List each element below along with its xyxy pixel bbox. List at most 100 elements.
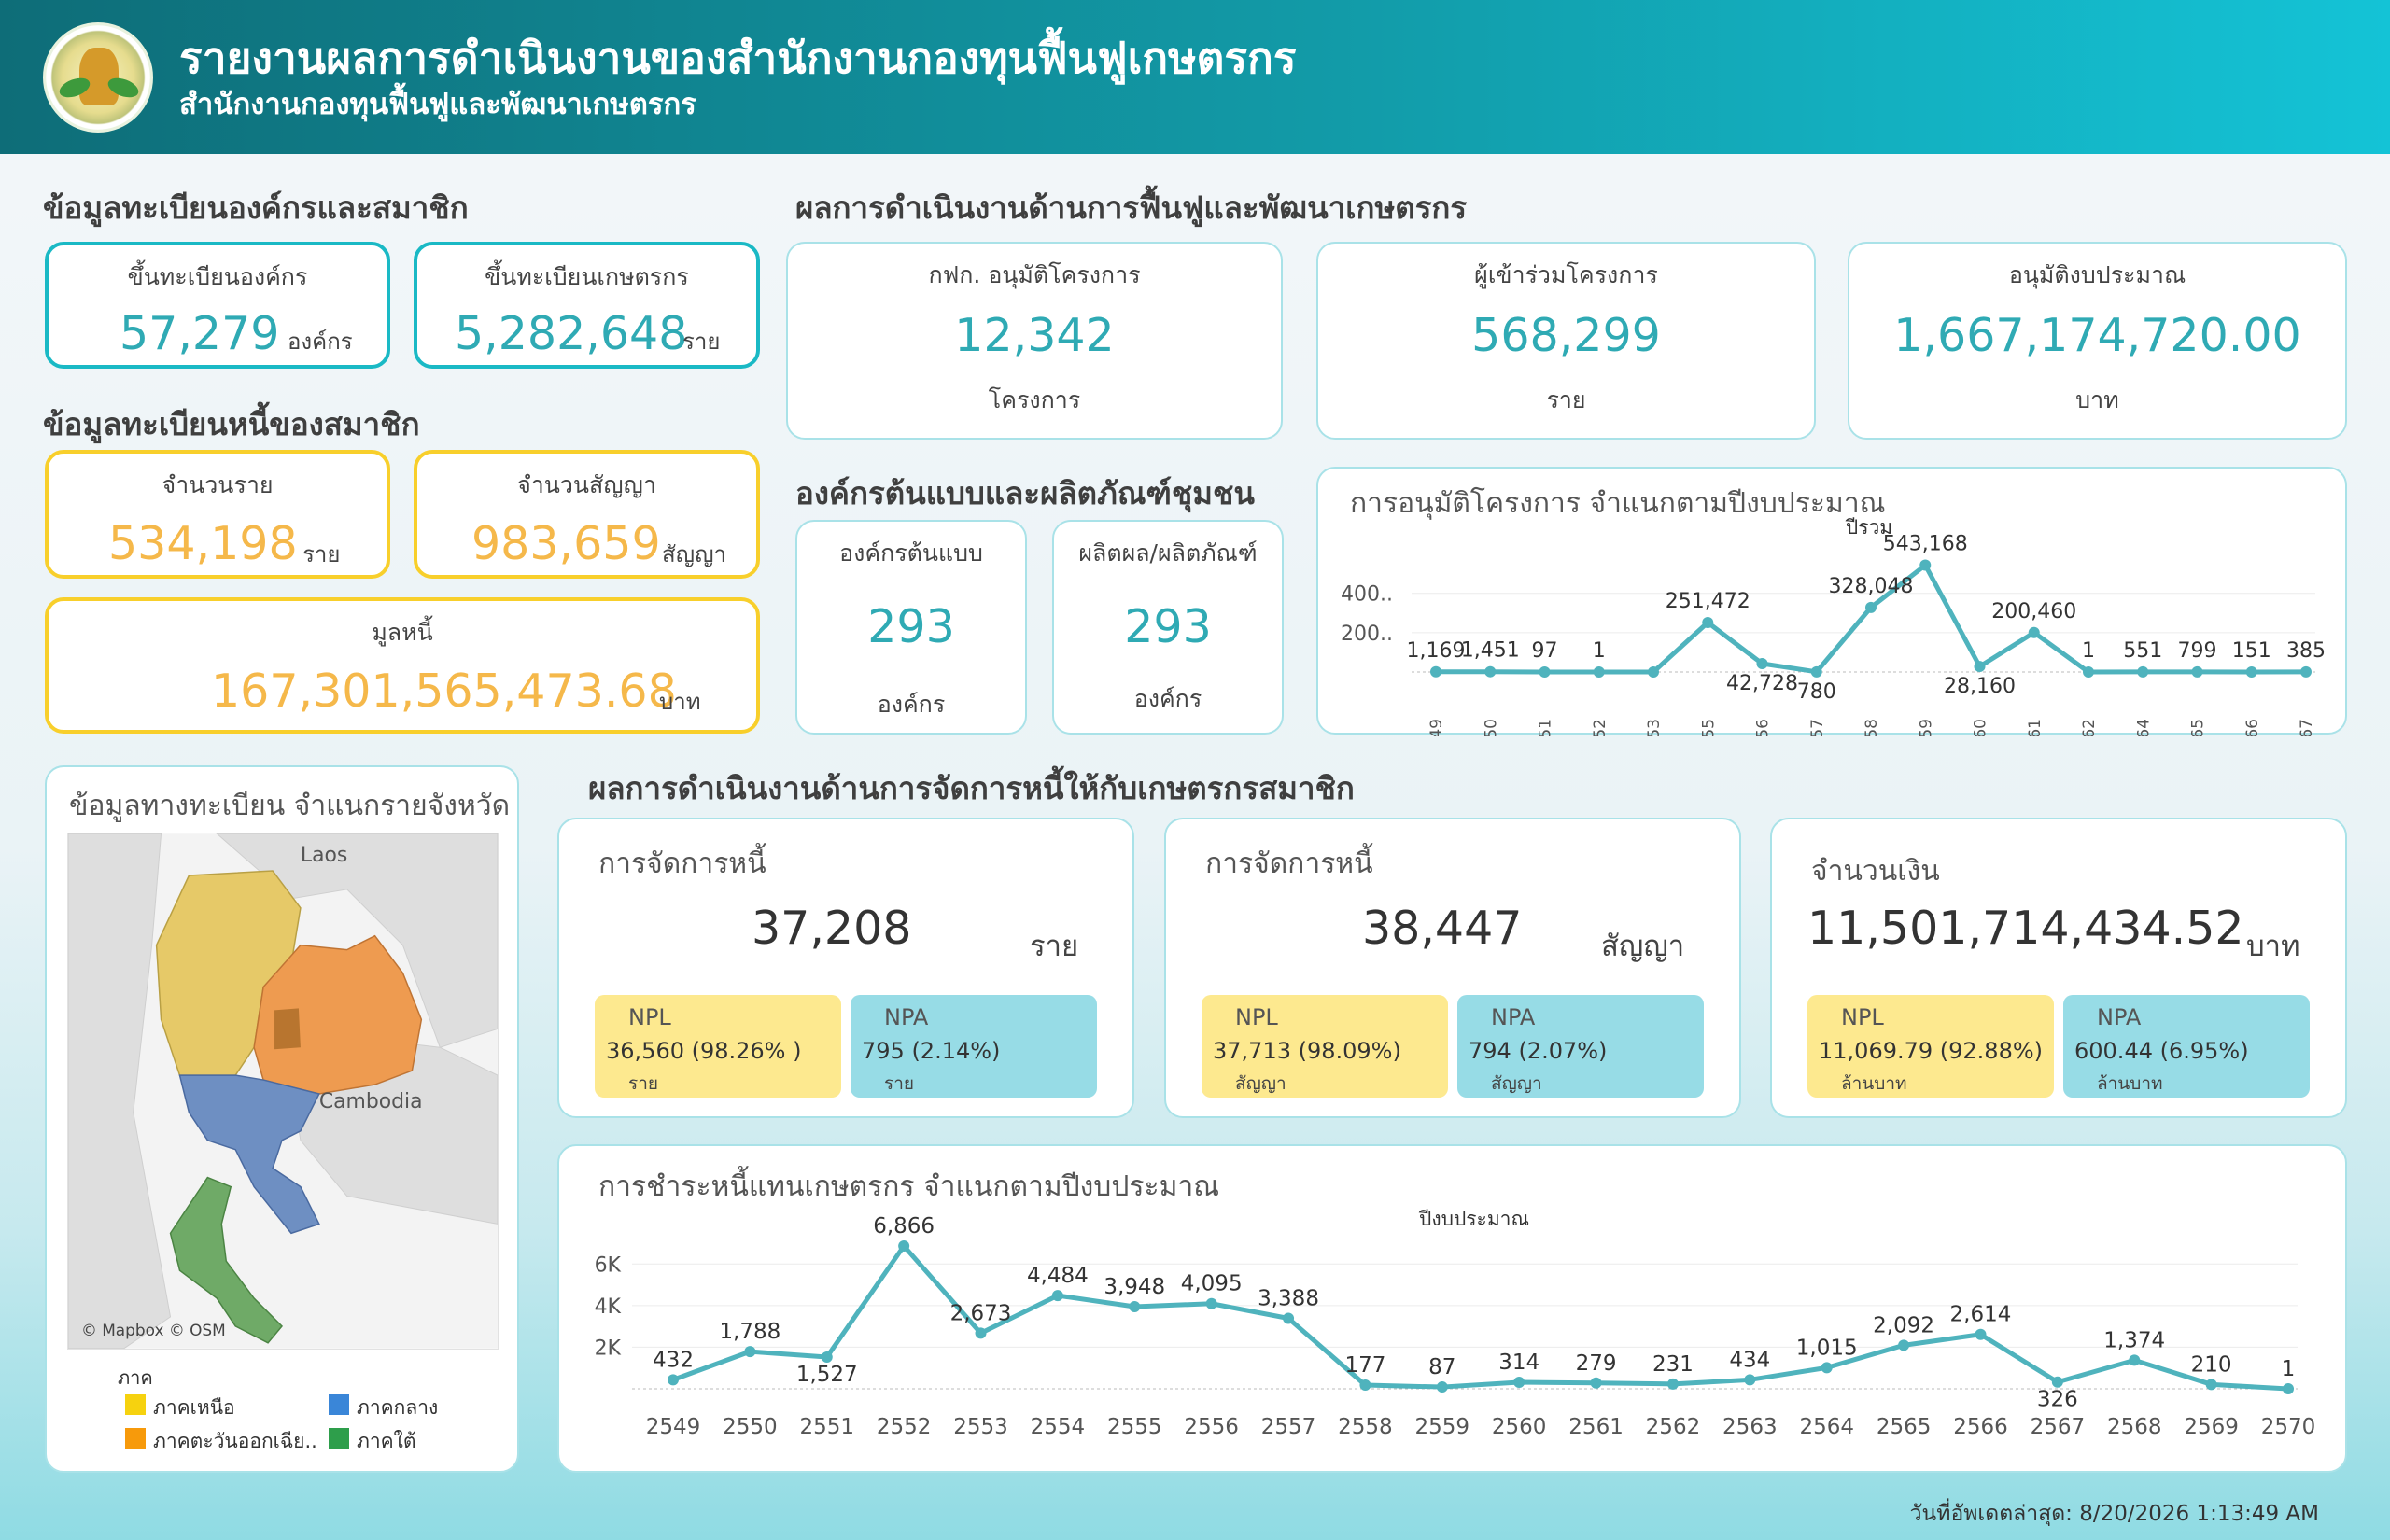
chart2-point-2554[interactable] — [1051, 1290, 1063, 1302]
debt-persons-card[interactable]: จำนวนราย 534,198 ราย — [45, 450, 390, 579]
legend-swatch-central[interactable] — [329, 1394, 349, 1415]
chart2-data-label-2551: 1,527 — [796, 1363, 858, 1387]
npl-amount-pill[interactable]: NPL 11,069.79 (92.88%) ล้านบาท — [1807, 995, 2054, 1098]
legend-swatch-south[interactable] — [329, 1428, 349, 1449]
chart2-xtick-2560: 2560 — [1492, 1415, 1547, 1439]
chart2-point-2570[interactable] — [2283, 1382, 2294, 1394]
map-region-central[interactable] — [178, 1074, 320, 1235]
chart2-point-2556[interactable] — [1205, 1297, 1217, 1309]
chart2-point-2560[interactable] — [1513, 1377, 1525, 1389]
community-product-label: ผลิตผล/ผลิตภัณฑ์ — [1078, 539, 1258, 567]
debt-contracts-card[interactable]: จำนวนสัญญา 983,659 สัญญา — [414, 450, 760, 579]
chart1-point-2566[interactable] — [2245, 665, 2257, 678]
npa-contracts-pill[interactable]: NPA 794 (2.07%) สัญญา — [1457, 995, 1704, 1098]
chart1-xtick-2551: 2551 — [1537, 719, 1555, 736]
approved-budget-unit: บาท — [2075, 386, 2119, 413]
chart2-point-2549[interactable] — [668, 1374, 679, 1386]
chart1-point-2561[interactable] — [2028, 626, 2040, 638]
community-product-card[interactable]: ผลิตผล/ผลิตภัณฑ์ 293 องค์กร — [1052, 520, 1284, 735]
npa-contracts-value: 794 (2.07%) — [1469, 1038, 1608, 1064]
npa-amount-pill[interactable]: NPA 600.44 (6.95%) ล้านบาท — [2063, 995, 2310, 1098]
legend-label-south[interactable]: ภาคใต้ — [357, 1430, 416, 1452]
npl-contracts-pill[interactable]: NPL 37,713 (98.09%) สัญญา — [1202, 995, 1448, 1098]
debt-mgmt-contracts-card[interactable]: การจัดการหนี้ 38,447 สัญญา NPL 37,713 (9… — [1164, 818, 1741, 1118]
chart2-point-2551[interactable] — [821, 1351, 833, 1363]
chart2-point-2566[interactable] — [1975, 1328, 1987, 1340]
chart1-point-2555[interactable] — [1702, 617, 1714, 629]
legend-swatch-northeast[interactable] — [125, 1428, 146, 1449]
debt-payment-chart-card: การชำระหนี้แทนเกษตรกร จำแนกตามปีงบประมาณ… — [557, 1144, 2347, 1473]
map-region-south[interactable] — [169, 1176, 284, 1344]
chart2-series-title: ปีงบประมาณ — [1418, 1208, 1529, 1230]
chart1-point-2550[interactable] — [1484, 665, 1497, 678]
chart1-point-2557[interactable] — [1810, 665, 1822, 678]
chart2-point-2564[interactable] — [1821, 1362, 1833, 1374]
chart2-point-2550[interactable] — [744, 1346, 756, 1358]
chart2-point-2562[interactable] — [1666, 1378, 1679, 1390]
chart1-point-2560[interactable] — [1974, 661, 1986, 673]
npl-persons-value: 36,560 (98.26% ) — [606, 1038, 802, 1064]
debt-mgmt-contracts-unit: สัญญา — [1601, 930, 1685, 963]
legend-swatch-north[interactable] — [125, 1394, 146, 1415]
chart1-point-2549[interactable] — [1430, 665, 1441, 678]
chart1-point-2567[interactable] — [2300, 665, 2312, 678]
legend-label-north[interactable]: ภาคเหนือ — [153, 1396, 235, 1419]
province-map-card: ข้อมูลทางทะเบียน จำแนกรายจังหวัด Laos Ca… — [45, 765, 519, 1473]
chart2-point-2567[interactable] — [2051, 1376, 2063, 1388]
chart2-point-2559[interactable] — [1436, 1381, 1448, 1393]
chart2-point-2557[interactable] — [1283, 1312, 1295, 1324]
chart2-data-label-2570: 1 — [2282, 1357, 2296, 1381]
chart1-point-2564[interactable] — [2137, 665, 2149, 678]
chart2-data-label-2558: 177 — [1344, 1353, 1385, 1378]
map-attribution[interactable]: © Mapbox © OSM — [81, 1321, 226, 1339]
model-org-card[interactable]: องค์กรต้นแบบ 293 องค์กร — [795, 520, 1027, 735]
debt-payment-chart-title: การชำระหนี้แทนเกษตรกร จำแนกตามปีงบประมาณ — [598, 1170, 1220, 1203]
chart1-point-2559[interactable] — [1919, 559, 1932, 571]
chart2-xtick-2569: 2569 — [2184, 1415, 2239, 1439]
npl-contracts-unit: สัญญา — [1235, 1073, 1286, 1094]
map-region-northeast[interactable] — [253, 934, 423, 1095]
participants-card[interactable]: ผู้เข้าร่วมโครงการ 568,299 ราย — [1316, 242, 1816, 440]
chart2-point-2569[interactable] — [2205, 1379, 2217, 1391]
chart1-point-2551[interactable] — [1539, 665, 1551, 678]
farmer-registration-unit: ราย — [682, 329, 721, 355]
legend-label-northeast[interactable]: ภาคตะวันออกเฉีย.. — [153, 1430, 317, 1452]
chart2-point-2555[interactable] — [1129, 1301, 1141, 1313]
legend-label-central[interactable]: ภาคกลาง — [357, 1396, 439, 1419]
chart1-point-2553[interactable] — [1648, 666, 1659, 678]
debt-amount-unit: บาท — [659, 689, 701, 715]
debt-mgmt-amount-card[interactable]: จำนวนเงิน 11,501,714,434.52 บาท NPL 11,0… — [1770, 818, 2347, 1118]
chart1-xtick-2559: 2559 — [1917, 719, 1935, 736]
npa-persons-pill[interactable]: NPA 795 (2.14%) ราย — [851, 995, 1097, 1098]
approved-budget-card[interactable]: อนุมัติงบประมาณ 1,667,174,720.00 บาท — [1848, 242, 2347, 440]
chart2-point-2553[interactable] — [975, 1327, 987, 1339]
chart1-xtick-2566: 2566 — [2243, 719, 2262, 736]
npl-persons-pill[interactable]: NPL 36,560 (98.26% ) ราย — [595, 995, 841, 1098]
chart1-point-2565[interactable] — [2191, 665, 2203, 678]
farmer-registration-card[interactable]: ขึ้นทะเบียนเกษตรกร 5,282,648 ราย — [414, 242, 760, 369]
chart1-data-label-2560: 28,160 — [1944, 675, 2016, 698]
chart2-point-2568[interactable] — [2129, 1354, 2141, 1366]
debt-persons-value: 534,198 — [108, 517, 298, 570]
approved-projects-card[interactable]: กฟก. อนุมัติโครงการ 12,342 โครงการ — [786, 242, 1283, 440]
thailand-region-map[interactable]: Laos Cambodia © Mapbox © OSM — [67, 833, 499, 1350]
chart1-data-label-2551: 97 — [1532, 639, 1558, 663]
chart1-data-label-2549: 1,169 — [1407, 639, 1466, 663]
chart2-point-2558[interactable] — [1359, 1379, 1371, 1392]
map-region-northeast-highlight[interactable] — [274, 1008, 301, 1050]
chart1-point-2562[interactable] — [2083, 665, 2094, 678]
chart2-point-2552[interactable] — [898, 1239, 910, 1252]
org-registration-label: ขึ้นทะเบียนองค์กร — [127, 263, 308, 290]
chart1-data-label-2555: 251,472 — [1666, 590, 1750, 613]
chart1-data-label-2565: 799 — [2178, 639, 2217, 663]
chart2-point-2565[interactable] — [1898, 1339, 1910, 1351]
debt-mgmt-persons-card[interactable]: การจัดการหนี้ 37,208 ราย NPL 36,560 (98.… — [557, 818, 1134, 1118]
chart1-data-label-2562: 1 — [2082, 639, 2095, 663]
debt-amount-card[interactable]: มูลหนี้ 167,301,565,473.68 บาท — [45, 597, 760, 734]
chart1-point-2552[interactable] — [1593, 665, 1605, 678]
chart1-point-2558[interactable] — [1865, 601, 1877, 613]
chart2-point-2561[interactable] — [1590, 1377, 1602, 1389]
chart2-point-2563[interactable] — [1744, 1374, 1756, 1386]
chart1-point-2556[interactable] — [1756, 657, 1768, 669]
org-registration-card[interactable]: ขึ้นทะเบียนองค์กร 57,279 องค์กร — [45, 242, 390, 369]
